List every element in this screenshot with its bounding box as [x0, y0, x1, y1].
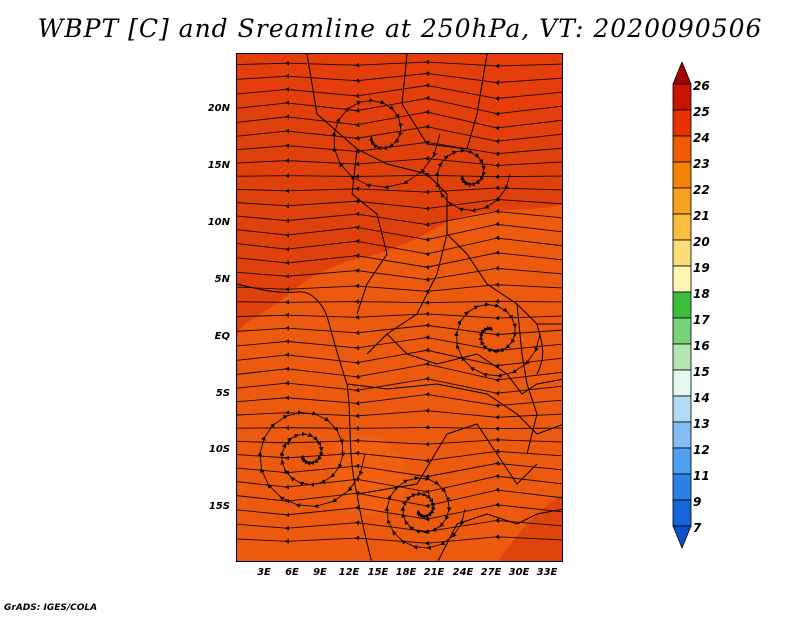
- colorbar-cell: [672, 83, 692, 111]
- colorbar-cell: [672, 369, 692, 397]
- colorbar-cell: [672, 239, 692, 267]
- colorbar-label: 24: [693, 131, 710, 145]
- streamline: [237, 282, 562, 294]
- colorbar-label: 23: [693, 157, 710, 171]
- colorbar-label: 19: [693, 261, 710, 275]
- lat-label-10s: 10S: [208, 444, 230, 455]
- lon-label-33e: 33E: [536, 567, 558, 578]
- map-title: WBPT [C] and Sreamline at 250hPa, VT: 20…: [37, 14, 763, 43]
- streamline: [237, 59, 562, 69]
- streamline: [257, 410, 366, 509]
- streamline: [331, 98, 441, 190]
- country-borders: [237, 54, 562, 561]
- streamline: [237, 235, 562, 257]
- colorbar-label: 9: [693, 495, 702, 509]
- streamline: [434, 148, 511, 213]
- colorbar-label: 12: [693, 443, 710, 457]
- lon-label-3e: 3E: [257, 567, 271, 578]
- colorbar: [672, 62, 692, 550]
- colorbar-label: 18: [693, 287, 710, 301]
- colorbar-cell: [672, 265, 692, 293]
- colorbar-cell: [672, 213, 692, 241]
- colorbar-bottom-triangle: [672, 525, 692, 550]
- colorbar-cell: [672, 447, 692, 475]
- lat-label-20n: 20N: [207, 103, 230, 114]
- streamline: [237, 361, 562, 383]
- lon-label-15e: 15E: [367, 567, 389, 578]
- colorbar-cell: [672, 187, 692, 215]
- lon-label-18e: 18E: [395, 567, 417, 578]
- streamline: [237, 71, 562, 85]
- temperature-map: [237, 54, 562, 561]
- streamlines: [237, 59, 562, 550]
- lat-label-5s: 5S: [215, 388, 230, 399]
- colorbar-label: 15: [693, 365, 710, 379]
- streamline: [237, 221, 562, 242]
- colorbar-label: 21: [693, 209, 710, 223]
- lat-label-10n: 10N: [207, 217, 230, 228]
- lon-label-21e: 21E: [423, 567, 445, 578]
- colorbar-label: 22: [693, 183, 710, 197]
- shading-24-se: [498, 495, 562, 561]
- colorbar-label: 25: [693, 105, 710, 119]
- lon-label-6e: 6E: [285, 567, 299, 578]
- colorbar-label: 20: [693, 235, 710, 249]
- lon-label-12e: 12E: [338, 567, 360, 578]
- colorbar-label: 17: [693, 313, 710, 327]
- map-panel: [236, 53, 563, 562]
- streamline: [384, 475, 466, 550]
- colorbar-cell: [672, 135, 692, 163]
- lon-label-24e: 24E: [452, 567, 474, 578]
- colorbar-label: 14: [693, 391, 710, 405]
- streamline: [237, 376, 562, 396]
- streamline: [237, 83, 562, 101]
- colorbar-cell: [672, 473, 692, 501]
- lon-label-27e: 27E: [480, 567, 502, 578]
- colorbar-cell: [672, 499, 692, 527]
- lon-label-9e: 9E: [313, 567, 327, 578]
- streamline: [237, 266, 562, 282]
- colorbar-label: 13: [693, 417, 710, 431]
- colorbar-cell: [672, 161, 692, 189]
- colorbar-cell: [672, 291, 692, 319]
- lat-label-5n: 5N: [214, 274, 230, 285]
- streamline: [237, 250, 562, 270]
- lon-label-30e: 30E: [508, 567, 530, 578]
- colorbar-top-triangle: [672, 62, 692, 85]
- colorbar-cell: [672, 317, 692, 345]
- colorbar-cell: [672, 395, 692, 423]
- colorbar-label: 26: [693, 79, 710, 93]
- colorbar-cell: [672, 343, 692, 371]
- streamline: [237, 392, 562, 408]
- colorbar-cell: [672, 109, 692, 137]
- colorbar-label: 11: [693, 469, 710, 483]
- lat-label-15n: 15N: [207, 160, 230, 171]
- streamline: [454, 302, 541, 378]
- colorbar-label: 16: [693, 339, 710, 353]
- lat-label-15s: 15S: [208, 501, 230, 512]
- colorbar-label: 7: [693, 521, 702, 535]
- colorbar-cell: [672, 421, 692, 449]
- grads-credit: GrADS: IGES/COLA: [4, 603, 98, 613]
- lat-label-eq: EQ: [214, 331, 230, 342]
- streamline: [237, 299, 562, 305]
